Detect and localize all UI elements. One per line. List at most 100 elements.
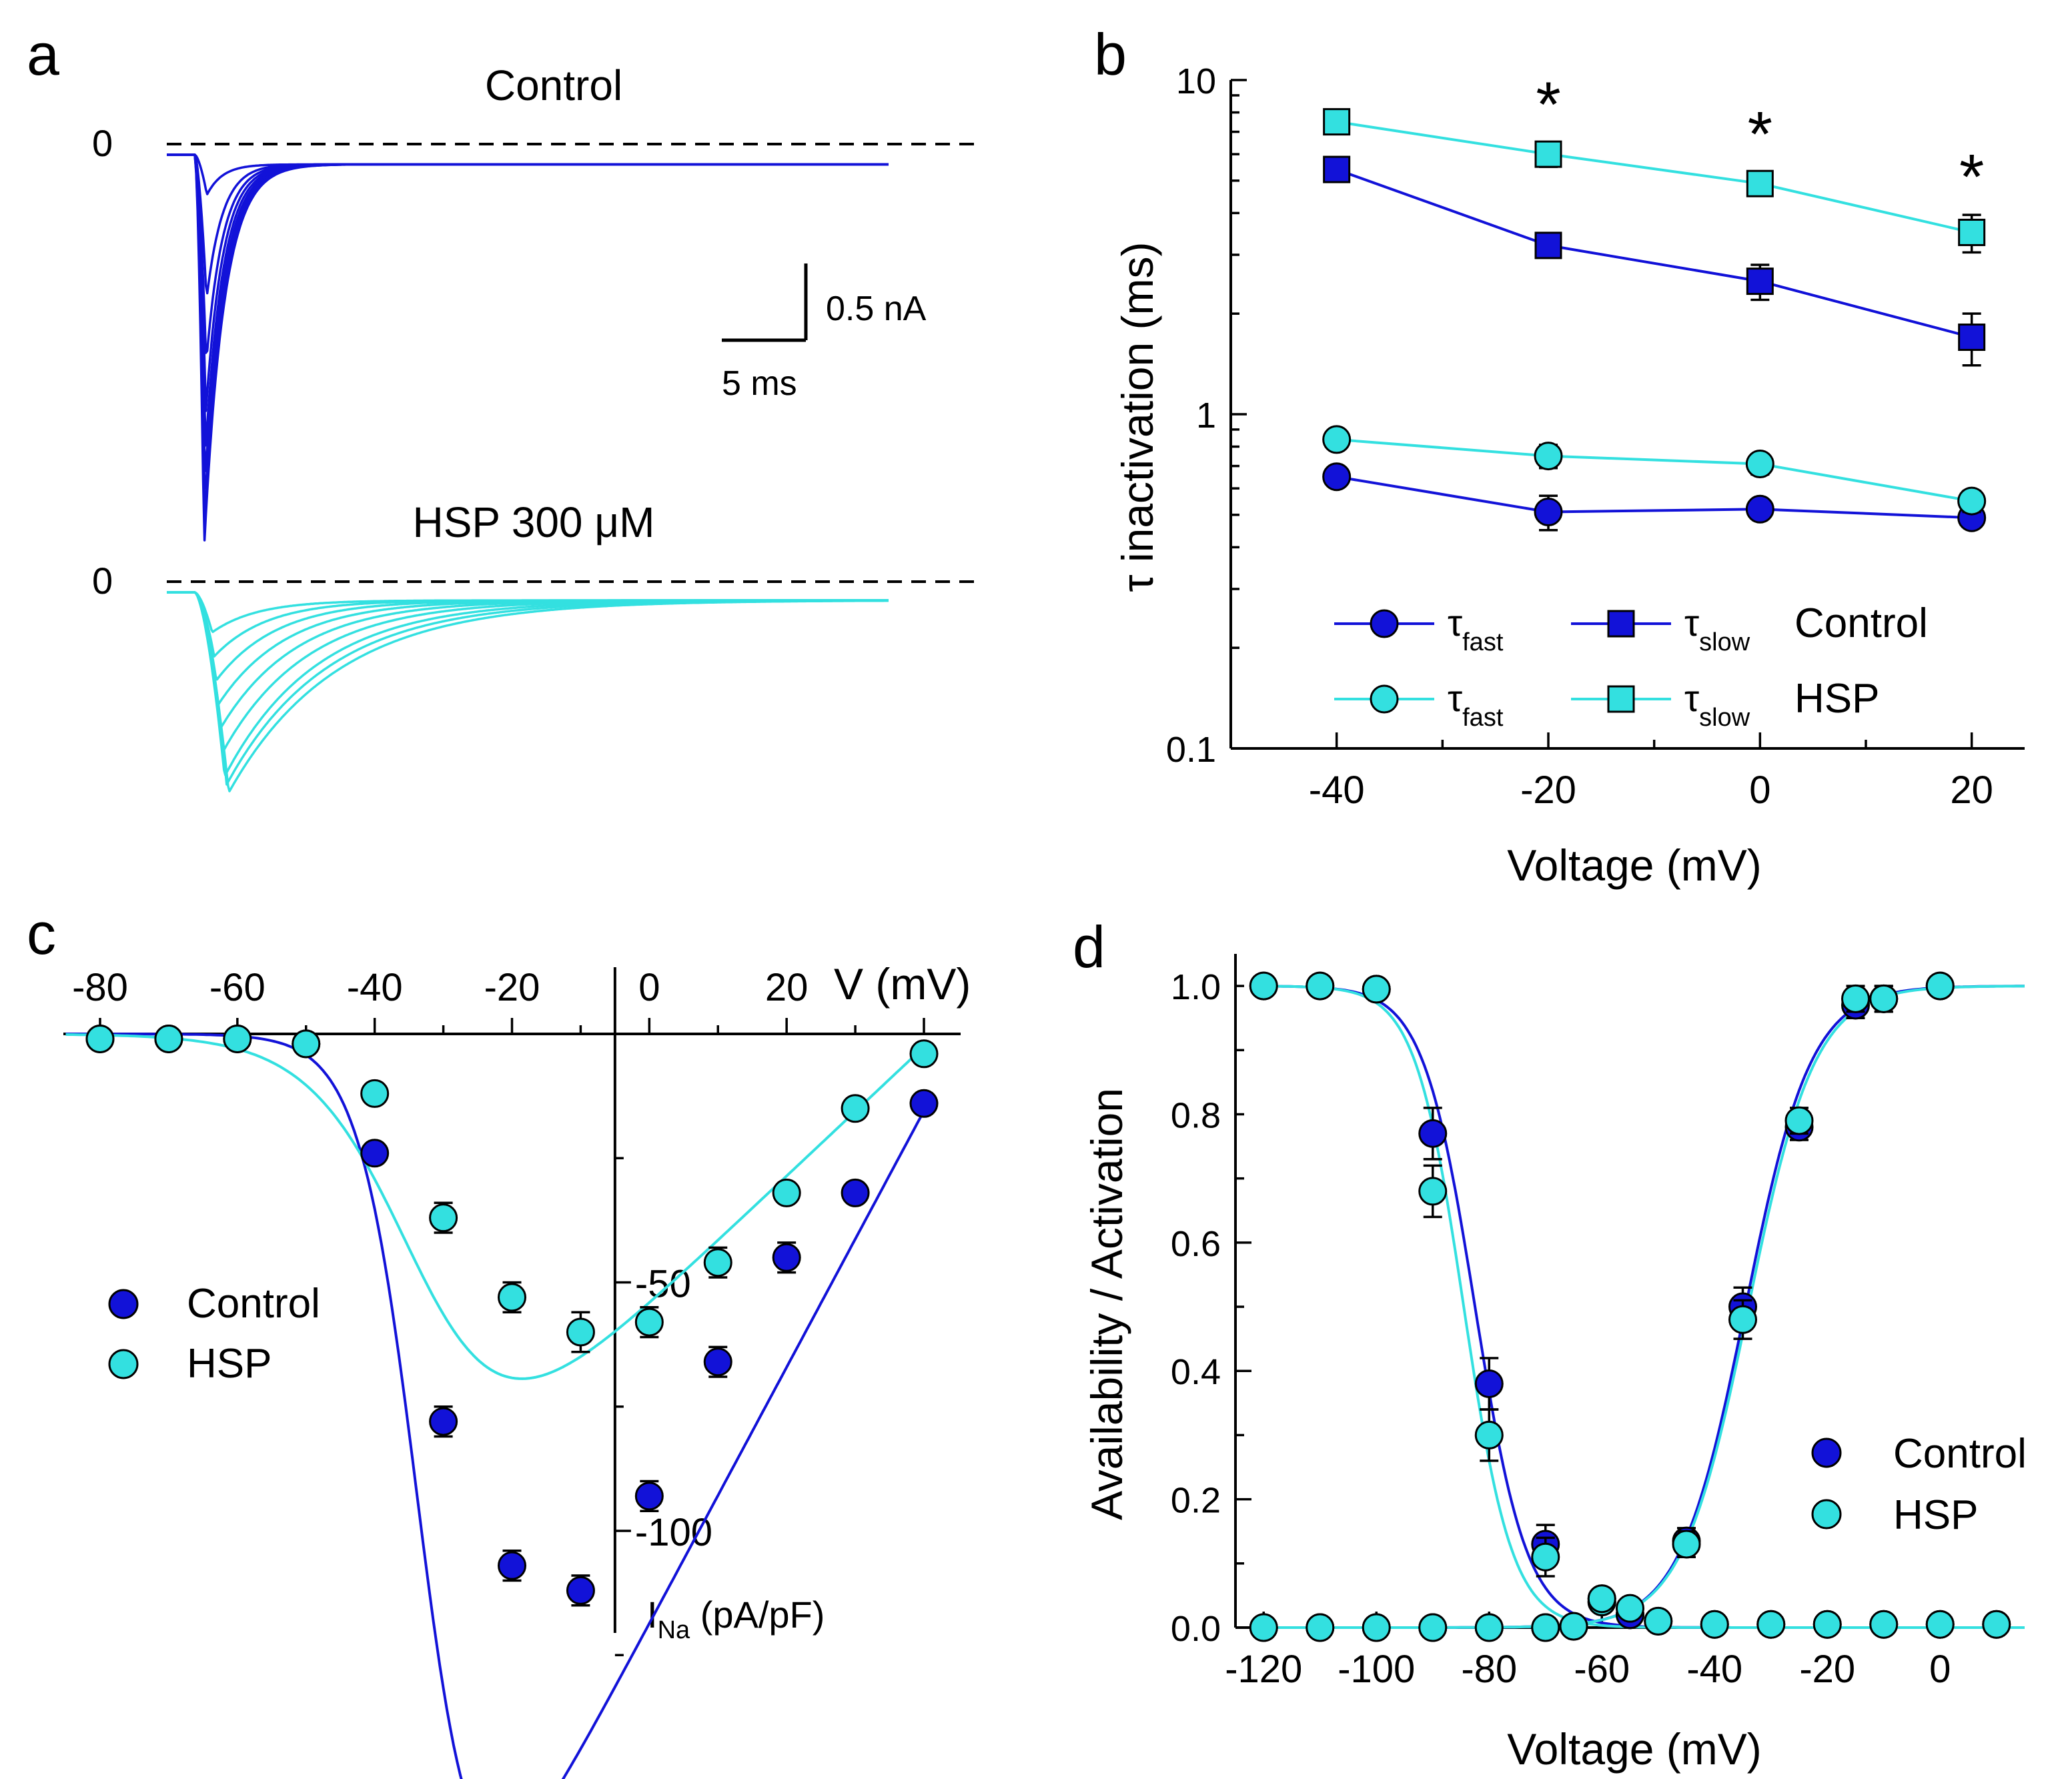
hsp-tau-slow-marker bbox=[1534, 140, 1562, 168]
legend-hsp-label: HSP bbox=[1893, 1492, 1978, 1538]
hsp-availability-point bbox=[1869, 1610, 1899, 1639]
panel-d-xtick-label: -40 bbox=[1686, 1648, 1742, 1691]
panel-b-ytick-label: 0.1 bbox=[1166, 730, 1216, 770]
panel-b-xtick-label: -40 bbox=[1309, 768, 1365, 812]
hsp-iv-point bbox=[634, 1307, 664, 1337]
hsp-availability-fit bbox=[1263, 985, 2025, 1629]
hsp-current-trace bbox=[167, 591, 889, 786]
hsp-iv-point bbox=[498, 1283, 526, 1312]
control-tau-fast-legend-marker bbox=[1370, 609, 1399, 638]
hsp-iv-point bbox=[360, 1079, 390, 1108]
hsp-availability-point bbox=[1700, 1610, 1729, 1639]
hsp-current-trace bbox=[167, 591, 889, 754]
panel-label-c: c bbox=[27, 901, 56, 967]
control-iv-point bbox=[429, 1407, 458, 1436]
panel-c-xtick-label: 20 bbox=[765, 966, 809, 1009]
hsp-availability-point bbox=[1418, 1177, 1448, 1206]
hsp-activation-point bbox=[1587, 1584, 1616, 1614]
panel-d-ytick-label: 0.6 bbox=[1171, 1224, 1221, 1264]
hsp-tau-fast-marker bbox=[1534, 442, 1563, 471]
hsp-availability-point bbox=[1531, 1542, 1560, 1572]
hsp-tau-slow-legend-marker bbox=[1607, 685, 1635, 713]
panel-c-xtick-label: -80 bbox=[72, 966, 128, 1009]
hsp-activation-point bbox=[1616, 1594, 1644, 1623]
hsp-tau-fast-marker bbox=[1957, 486, 1987, 516]
control-tau-slow-legend-label: τslow bbox=[1684, 602, 1750, 656]
hsp-activation-point bbox=[1531, 1613, 1560, 1642]
panel-c-ytick-label: -100 bbox=[635, 1511, 712, 1554]
panel-c-xtick-label: -40 bbox=[347, 966, 403, 1009]
legend-control-label: Control bbox=[1893, 1431, 2027, 1477]
hsp-availability-point bbox=[1306, 971, 1335, 1001]
control-tau-slow-marker bbox=[1534, 231, 1562, 259]
panel-d-xtick-label: -60 bbox=[1574, 1648, 1630, 1691]
panel-b-ytick-label: 1 bbox=[1196, 396, 1216, 436]
control-iv-point bbox=[703, 1347, 732, 1377]
control-tau-fast-marker bbox=[1322, 462, 1352, 492]
hsp-activation-point bbox=[1362, 1613, 1391, 1642]
legend-control-marker bbox=[108, 1289, 139, 1319]
hsp-activation-point bbox=[1474, 1613, 1504, 1642]
panel-label-b: b bbox=[1094, 21, 1127, 87]
control-iv-point bbox=[634, 1481, 664, 1511]
chart-layer: 0.1 1 10 -40 -20 0 20 * * * τfast τslow τfast τslow Co… bbox=[63, 61, 2027, 1779]
control-iv-point bbox=[498, 1551, 526, 1580]
scale-bar-time-label: 5 ms bbox=[722, 364, 797, 403]
legend-group-control: Control bbox=[1794, 600, 1928, 646]
hsp-tau-slow-marker bbox=[1323, 108, 1351, 136]
panel-a-title-control: Control bbox=[485, 61, 622, 109]
control-current-trace bbox=[167, 153, 889, 542]
panel-d-ylabel: Availability / Activation bbox=[1082, 1088, 1131, 1520]
hsp-tau-slow-line bbox=[1336, 120, 1973, 234]
control-iv-point bbox=[772, 1243, 801, 1272]
hsp-current-trace bbox=[167, 591, 889, 792]
control-iv-fit bbox=[65, 1033, 925, 1779]
hsp-activation-point bbox=[1728, 1305, 1757, 1334]
hsp-activation-point bbox=[1306, 1613, 1335, 1642]
panel-d-xtick-label: 0 bbox=[1929, 1648, 1951, 1691]
hsp-availability-point bbox=[1925, 1610, 1955, 1639]
legend-control-marker bbox=[1811, 1437, 1842, 1468]
panel-b-xlabel: Voltage (mV) bbox=[1507, 840, 1762, 890]
hsp-availability-point bbox=[1474, 1420, 1504, 1449]
panel-d-ytick-label: 0.8 bbox=[1171, 1095, 1221, 1135]
panel-d-xtick-label: -120 bbox=[1225, 1648, 1302, 1691]
panel-d-xlabel: Voltage (mV) bbox=[1507, 1724, 1762, 1774]
hsp-tau-fast-legend-marker bbox=[1370, 684, 1399, 714]
panel-b-ytick-label: 10 bbox=[1176, 61, 1216, 101]
hsp-availability-point bbox=[1982, 1610, 2011, 1639]
panel-c-xtick-label: -60 bbox=[209, 966, 266, 1009]
panel-b-xtick-label: -20 bbox=[1520, 768, 1576, 812]
panel-c-xtick-label: -20 bbox=[484, 966, 540, 1009]
hsp-activation-point bbox=[1784, 1106, 1814, 1135]
hsp-iv-point bbox=[772, 1178, 801, 1207]
panel-d-xtick-label: -100 bbox=[1338, 1648, 1415, 1691]
control-current-trace bbox=[167, 153, 889, 472]
hsp-iv-point bbox=[223, 1024, 252, 1053]
hsp-activation-point bbox=[1418, 1613, 1448, 1642]
hsp-availability-point bbox=[1756, 1610, 1786, 1639]
control-tau-slow-legend-marker bbox=[1607, 610, 1635, 638]
legend-control-label: Control bbox=[187, 1281, 320, 1327]
hsp-tau-slow-legend-label: τslow bbox=[1684, 677, 1750, 732]
hsp-availability-point bbox=[1644, 1606, 1673, 1636]
panel-a-zero-hsp: 0 bbox=[92, 560, 113, 602]
panel-b-xtick-label: 20 bbox=[1950, 768, 1993, 812]
hsp-iv-point bbox=[154, 1024, 183, 1053]
panel-c-ytick-label: -50 bbox=[635, 1263, 691, 1306]
control-availability-point bbox=[1474, 1369, 1504, 1398]
panel-d-xtick-label: -80 bbox=[1461, 1648, 1517, 1691]
control-tau-fast-legend-label: τfast bbox=[1448, 602, 1504, 656]
panel-d-ytick-label: 0.0 bbox=[1171, 1609, 1221, 1649]
panel-d-ytick-label: 1.0 bbox=[1171, 967, 1221, 1007]
hsp-iv-point bbox=[292, 1029, 321, 1059]
control-iv-point bbox=[909, 1089, 939, 1118]
control-tau-slow-marker bbox=[1746, 267, 1774, 295]
legend-hsp-marker bbox=[108, 1349, 139, 1379]
panel-a-title-hsp: HSP 300 μM bbox=[413, 498, 655, 546]
hsp-current-trace bbox=[167, 591, 889, 776]
scale-bar-current-label: 0.5 nA bbox=[826, 289, 927, 328]
hsp-activation-point bbox=[1249, 1613, 1278, 1642]
legend-hsp-label: HSP bbox=[187, 1341, 272, 1387]
control-tau-fast-marker bbox=[1745, 494, 1774, 524]
